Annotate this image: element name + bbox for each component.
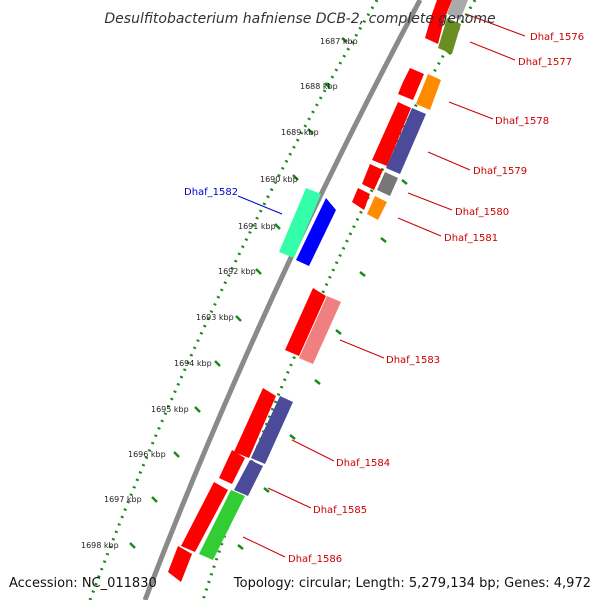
genome-title: Desulfitobacterium hafniense DCB-2, comp…	[104, 11, 495, 27]
gene-arrow-dhaf-1576-gray[interactable]	[447, 0, 468, 20]
gene-label-dhaf-1583[interactable]: Dhaf_1583	[386, 355, 440, 366]
gene-arrow-dhaf-1586-b[interactable]	[199, 490, 245, 560]
gene-arrow-dhaf-1576[interactable]	[425, 0, 452, 44]
gene-label-dhaf-1580[interactable]: Dhaf_1580	[455, 207, 509, 218]
kbp-label: 1688 kbp	[300, 82, 338, 91]
kbp-tick-marks	[129, 37, 348, 549]
gene-arrow-dhaf-1585-a[interactable]	[219, 450, 245, 484]
gene-arrow-dhaf-1583-b[interactable]	[299, 296, 341, 364]
kbp-label: 1697 kbp	[104, 495, 142, 504]
kbp-label: 1689 kbp	[281, 128, 319, 137]
kbp-label: 1693 kbp	[196, 313, 234, 322]
gene-arrow-dhaf-1584-b[interactable]	[251, 396, 293, 464]
kbp-label: 1698 kbp	[81, 541, 119, 550]
gene-arrow-dhaf-1579-b[interactable]	[386, 108, 426, 174]
gene-label-dhaf-1586[interactable]: Dhaf_1586	[288, 554, 342, 565]
kbp-label: 1694 kbp	[174, 359, 212, 368]
gene-label-dhaf-1585[interactable]: Dhaf_1585	[313, 505, 367, 516]
genome-backbone	[142, 0, 423, 600]
gene-arrow-dhaf-1582-b[interactable]	[296, 198, 336, 266]
kbp-label: 1695 kbp	[151, 405, 189, 414]
gene-arrow-dhaf-1581-a[interactable]	[352, 188, 370, 210]
gene-arrow-dhaf-1586-a[interactable]	[181, 482, 228, 552]
kbp-labels: 1687 kbp 1688 kbp 1689 kbp 1690 kbp 1691…	[81, 37, 358, 550]
callout-line-dhaf-1582	[237, 195, 283, 215]
gene-arrow-dhaf-1582-a[interactable]	[279, 188, 321, 258]
gene-label-dhaf-1576[interactable]: Dhaf_1576	[530, 32, 584, 43]
gene-label-dhaf-1582[interactable]: Dhaf_1582	[184, 187, 238, 198]
callout-lines	[242, 13, 526, 558]
gene-arrow-dhaf-1583-a[interactable]	[285, 288, 326, 356]
kbp-label: 1696 kbp	[128, 450, 166, 459]
gene-label-dhaf-1579[interactable]: Dhaf_1579	[473, 166, 527, 177]
gene-label-dhaf-1581[interactable]: Dhaf_1581	[444, 233, 498, 244]
genome-summary-text: Topology: circular; Length: 5,279,134 bp…	[233, 576, 591, 591]
gene-labels: Dhaf_1576 Dhaf_1577 Dhaf_1578 Dhaf_1579 …	[184, 32, 584, 565]
kbp-label: 1687 kbp	[320, 37, 358, 46]
gene-arrow-dhaf-1578-b[interactable]	[416, 74, 441, 110]
gene-label-dhaf-1578[interactable]: Dhaf_1578	[495, 116, 549, 127]
inner-tick-track	[88, 0, 379, 600]
gene-arrow-dhaf-1580-a[interactable]	[362, 164, 383, 190]
gene-arrow-dhaf-1577[interactable]	[438, 18, 461, 54]
gene-arrow-dhaf-1585-b[interactable]	[234, 460, 263, 496]
kbp-label: 1691 kbp	[238, 222, 276, 231]
gene-arrow-dhaf-1580-b[interactable]	[377, 172, 398, 196]
gene-arrow-dhaf-1579-a[interactable]	[372, 102, 411, 166]
gene-label-dhaf-1584[interactable]: Dhaf_1584	[336, 458, 390, 469]
gene-features	[168, 0, 468, 582]
gene-arrow-dhaf-1584-a[interactable]	[234, 388, 276, 458]
gene-arrow-dhaf-1581-b[interactable]	[367, 196, 387, 220]
kbp-label: 1692 kbp	[218, 267, 256, 276]
kbp-label: 1690 kbp	[260, 175, 298, 184]
gene-arrow-dhaf-1578-a[interactable]	[398, 68, 424, 100]
gene-arrow-dhaf-1586-c[interactable]	[168, 546, 192, 582]
gene-label-dhaf-1577[interactable]: Dhaf_1577	[518, 57, 572, 68]
accession-text: Accession: NC_011830	[9, 576, 157, 591]
